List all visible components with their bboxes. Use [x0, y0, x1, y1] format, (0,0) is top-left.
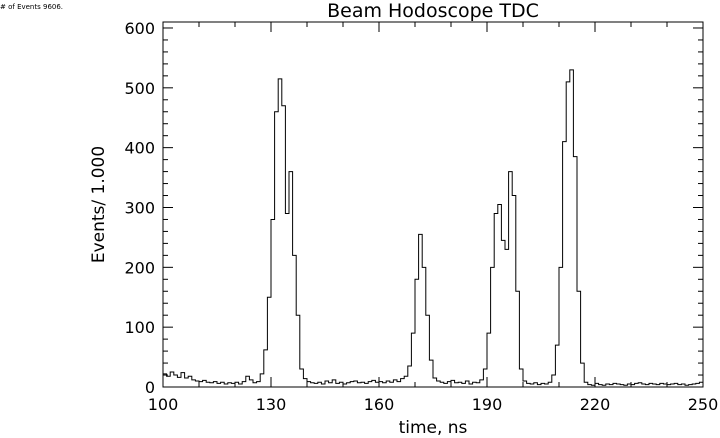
y-tick-label: 600 — [124, 19, 155, 38]
y-axis-label: Events/ 1.000 — [89, 146, 109, 263]
y-tick-label: 200 — [124, 258, 155, 277]
x-tick-label: 130 — [256, 395, 287, 414]
y-tick-label: 300 — [124, 198, 155, 217]
y-tick-label: 500 — [124, 79, 155, 98]
event-count-note: # of Events 9606. — [0, 3, 64, 11]
x-tick-label: 220 — [580, 395, 611, 414]
x-tick-label: 160 — [364, 395, 395, 414]
histogram-series — [163, 69, 703, 386]
x-tick-label: 190 — [472, 395, 503, 414]
y-tick-label: 400 — [124, 139, 155, 158]
plot-frame — [162, 21, 704, 388]
x-axis-label: time, ns — [399, 418, 468, 438]
x-tick-label: 100 — [148, 395, 179, 414]
x-tick-label: 250 — [688, 395, 719, 414]
y-tick-label: 100 — [124, 318, 155, 337]
y-tick-label: 0 — [145, 378, 155, 397]
chart-title: Beam Hodoscope TDC — [327, 0, 539, 22]
